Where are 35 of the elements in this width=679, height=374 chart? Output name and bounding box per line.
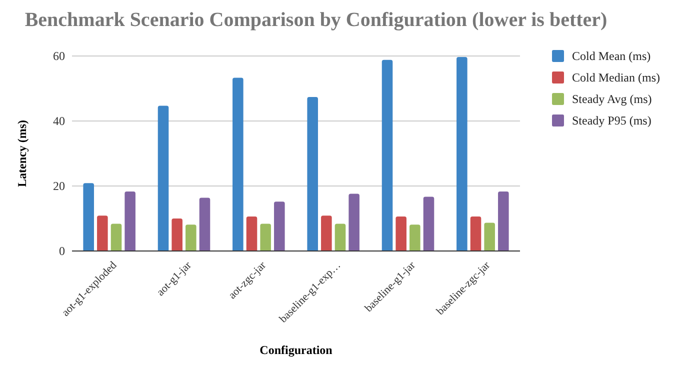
legend-label: Cold Median (ms) xyxy=(572,70,660,85)
bar xyxy=(199,198,210,251)
bar xyxy=(498,192,509,251)
bar xyxy=(83,183,94,251)
chart-title: Benchmark Scenario Comparison by Configuration (lower is better) xyxy=(24,9,608,31)
bar xyxy=(410,224,420,251)
y-tick-label: 0 xyxy=(59,244,65,258)
bar xyxy=(172,218,182,251)
bar xyxy=(334,224,346,251)
bar xyxy=(260,224,271,251)
bar xyxy=(307,96,318,251)
bar xyxy=(423,196,434,251)
bar xyxy=(274,202,285,251)
bar xyxy=(382,60,393,251)
y-tick-label: 60 xyxy=(53,49,65,64)
y-axis-title: Latency (ms) xyxy=(15,120,29,187)
bar xyxy=(246,216,258,251)
x-axis-title: Configuration xyxy=(260,343,333,357)
legend-label: Cold Mean (ms) xyxy=(572,49,651,64)
bar xyxy=(97,216,108,251)
bar xyxy=(158,106,169,251)
legend-label: Steady Avg (ms) xyxy=(572,92,652,106)
bar xyxy=(470,216,482,251)
bar xyxy=(484,222,495,251)
bar xyxy=(186,224,196,251)
y-tick-label: 20 xyxy=(53,179,65,194)
bar xyxy=(396,216,406,251)
bar xyxy=(321,216,332,251)
bar xyxy=(232,78,244,251)
y-tick-label: 40 xyxy=(53,114,65,128)
bar xyxy=(124,192,136,251)
bar xyxy=(456,56,468,251)
legend-label: Steady P95 (ms) xyxy=(572,114,652,128)
bar xyxy=(110,224,122,251)
bar xyxy=(348,194,360,251)
